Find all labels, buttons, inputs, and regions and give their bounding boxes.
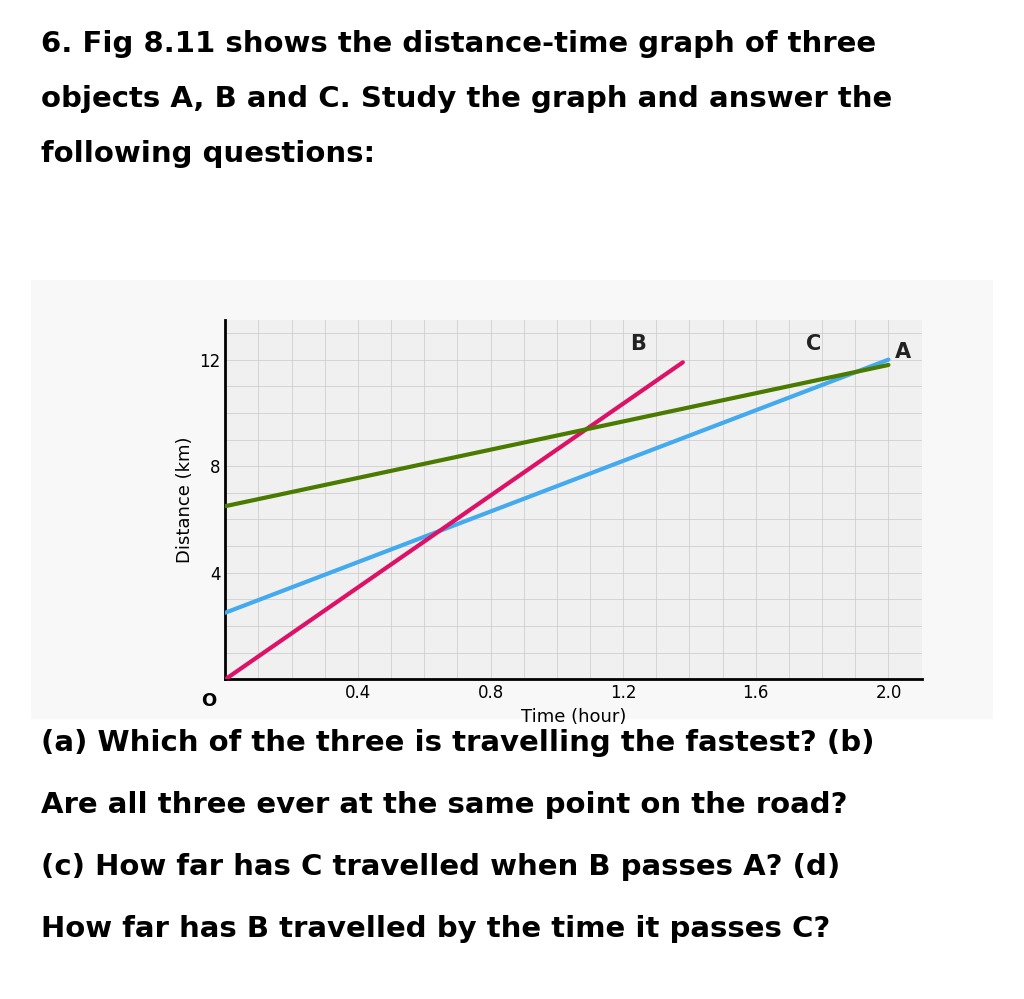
- Text: 6. Fig 8.11 shows the distance-time graph of three: 6. Fig 8.11 shows the distance-time grap…: [41, 30, 877, 58]
- Y-axis label: Distance (km): Distance (km): [175, 437, 194, 562]
- Text: Are all three ever at the same point on the road?: Are all three ever at the same point on …: [41, 791, 848, 819]
- Text: (a) Which of the three is travelling the fastest? (b): (a) Which of the three is travelling the…: [41, 729, 874, 757]
- Text: O: O: [201, 691, 216, 709]
- FancyBboxPatch shape: [22, 276, 1002, 723]
- Text: objects A, B and C. Study the graph and answer the: objects A, B and C. Study the graph and …: [41, 85, 892, 113]
- Text: A: A: [895, 343, 911, 363]
- Text: C: C: [806, 335, 821, 355]
- Text: How far has B travelled by the time it passes C?: How far has B travelled by the time it p…: [41, 915, 830, 943]
- Text: B: B: [630, 335, 646, 355]
- X-axis label: Time (hour): Time (hour): [521, 707, 626, 725]
- Text: following questions:: following questions:: [41, 140, 375, 168]
- Text: (c) How far has C travelled when B passes A? (d): (c) How far has C travelled when B passe…: [41, 853, 841, 881]
